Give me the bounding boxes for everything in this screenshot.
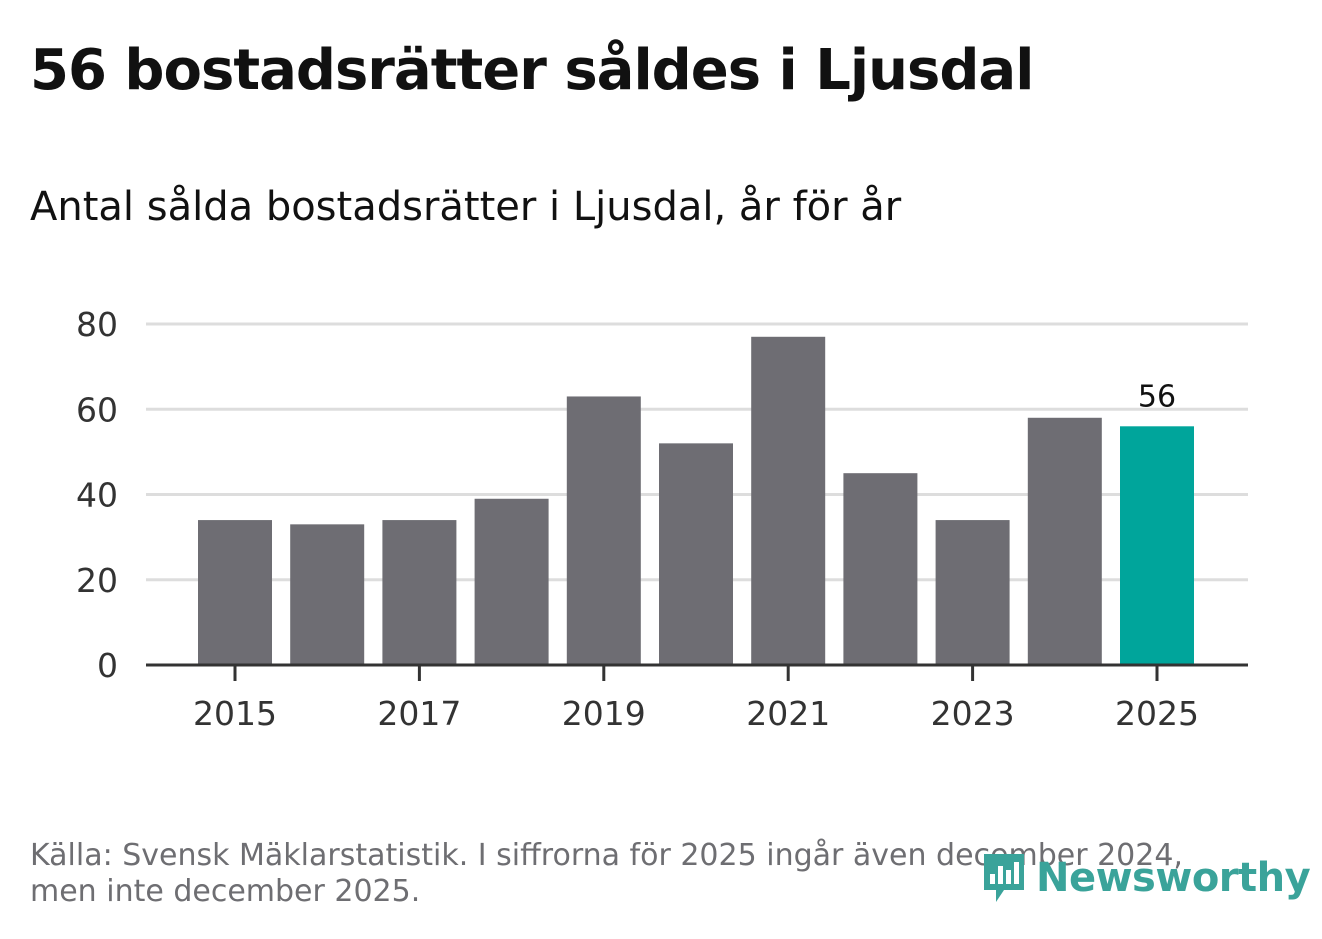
bar-2024 bbox=[1027, 417, 1102, 665]
bar-2017 bbox=[382, 520, 457, 665]
y-tick-label: 0 bbox=[97, 646, 118, 685]
y-tick-label: 60 bbox=[76, 390, 118, 429]
y-tick-label: 40 bbox=[76, 476, 118, 515]
bar-2023 bbox=[935, 520, 1010, 665]
bar-2018 bbox=[474, 498, 549, 665]
logo-text: Newsworthy bbox=[1036, 855, 1311, 901]
chart-title: 56 bostadsrätter såldes i Ljusdal bbox=[30, 38, 1034, 103]
x-tick-label: 2019 bbox=[562, 694, 646, 733]
chart-subtitle: Antal sålda bostadsrätter i Ljusdal, år … bbox=[30, 184, 902, 230]
x-tick-label: 2025 bbox=[1115, 694, 1199, 733]
bar-2016 bbox=[290, 524, 365, 665]
x-tick-label: 2017 bbox=[377, 694, 461, 733]
x-tick-label: 2021 bbox=[746, 694, 830, 733]
x-tick-label: 2023 bbox=[931, 694, 1015, 733]
bar-2021 bbox=[751, 336, 826, 665]
footnote-line-2: men inte december 2025. bbox=[30, 874, 421, 909]
newsworthy-logo: Newsworthy bbox=[980, 850, 1311, 906]
bar-2019 bbox=[566, 396, 641, 665]
x-tick-label: 2015 bbox=[193, 694, 277, 733]
y-tick-label: 80 bbox=[76, 305, 118, 344]
bar-2025 bbox=[1120, 426, 1194, 665]
bar-2015 bbox=[198, 520, 272, 665]
bar-2022 bbox=[843, 473, 918, 665]
bar-2020 bbox=[659, 443, 733, 665]
newsworthy-logo-icon bbox=[984, 854, 1024, 902]
bar-value-label: 56 bbox=[1138, 379, 1176, 414]
y-tick-label: 20 bbox=[76, 561, 118, 600]
